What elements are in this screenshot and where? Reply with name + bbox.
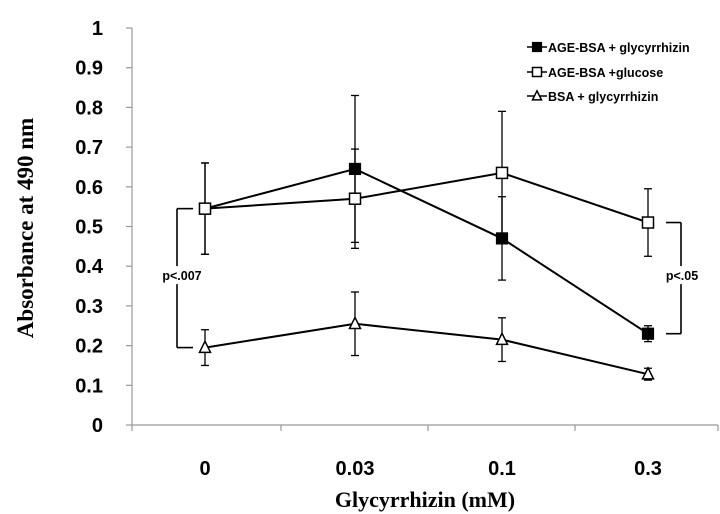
data-point [641, 216, 655, 229]
y-tick-label: 0.6 [75, 177, 103, 199]
tick-labels: 0 0.1 0.2 0.3 0.4 0.5 0.6 0.7 0.8 0.9 1 0 0.03 0.1 0.3 [75, 18, 662, 480]
legend-label: AGE-BSA +glucose [548, 66, 663, 80]
data-point [641, 327, 655, 340]
x-tick-label: 0 [199, 458, 210, 480]
series-line [204, 322, 649, 376]
series-3 [198, 291, 655, 381]
data-point [495, 331, 509, 346]
axes [126, 27, 719, 431]
legend-item-1: AGE-BSA + glycyrrhizin [527, 41, 690, 55]
x-axis-title: Glycyrrhizin (mM) [335, 487, 515, 512]
legend-label: AGE-BSA + glycyrrhizin [548, 41, 690, 55]
y-tick-label: 1 [92, 18, 103, 40]
x-tick-label: 0.03 [336, 458, 375, 480]
y-tick-label: 0.7 [75, 137, 103, 159]
annotation-label: p<.007 [162, 269, 201, 283]
legend-item-2: AGE-BSA +glucose [527, 66, 663, 80]
y-tick-label: 0.5 [75, 217, 103, 239]
annotation-label-bg [152, 266, 212, 285]
series-line [204, 171, 649, 224]
data-point [495, 166, 509, 180]
legend-marker [531, 41, 543, 53]
annotation-label: p<.05 [666, 269, 698, 283]
legend-marker [531, 89, 543, 101]
data-point [641, 366, 655, 380]
data-point [198, 339, 212, 354]
y-tick-label: 0 [92, 415, 103, 437]
x-tick-label: 0.3 [634, 458, 662, 480]
y-tick-label: 0.2 [75, 336, 103, 358]
legend-label: BSA + glycyrrhizin [548, 90, 658, 104]
series [198, 94, 655, 381]
y-tick-label: 0.3 [75, 296, 103, 318]
significance-bracket-1: p<.007 [152, 207, 212, 349]
y-axis-title: Absorbance at 490 nm [13, 118, 38, 338]
legend-item-3: BSA + glycyrrhizin [527, 89, 658, 104]
x-tick-label: 0.1 [488, 458, 516, 480]
series-line [204, 167, 649, 335]
data-point [348, 192, 362, 205]
series-2 [198, 110, 655, 257]
data-point [348, 315, 362, 330]
y-tick-label: 0.4 [75, 256, 104, 278]
legend: AGE-BSA + glycyrrhizin AGE-BSA +glucose BS… [527, 41, 690, 104]
y-tick-label: 0.1 [75, 375, 103, 397]
y-tick-label: 0.9 [75, 58, 103, 80]
data-point [198, 202, 212, 215]
legend-marker [531, 66, 543, 78]
y-tick-label: 0.8 [75, 97, 103, 119]
significance-annotations: p<.007 p<.05 [152, 207, 707, 349]
significance-bracket-2: p<.05 [657, 221, 707, 335]
annotation-label-bg [657, 266, 707, 285]
series-1 [198, 94, 655, 343]
